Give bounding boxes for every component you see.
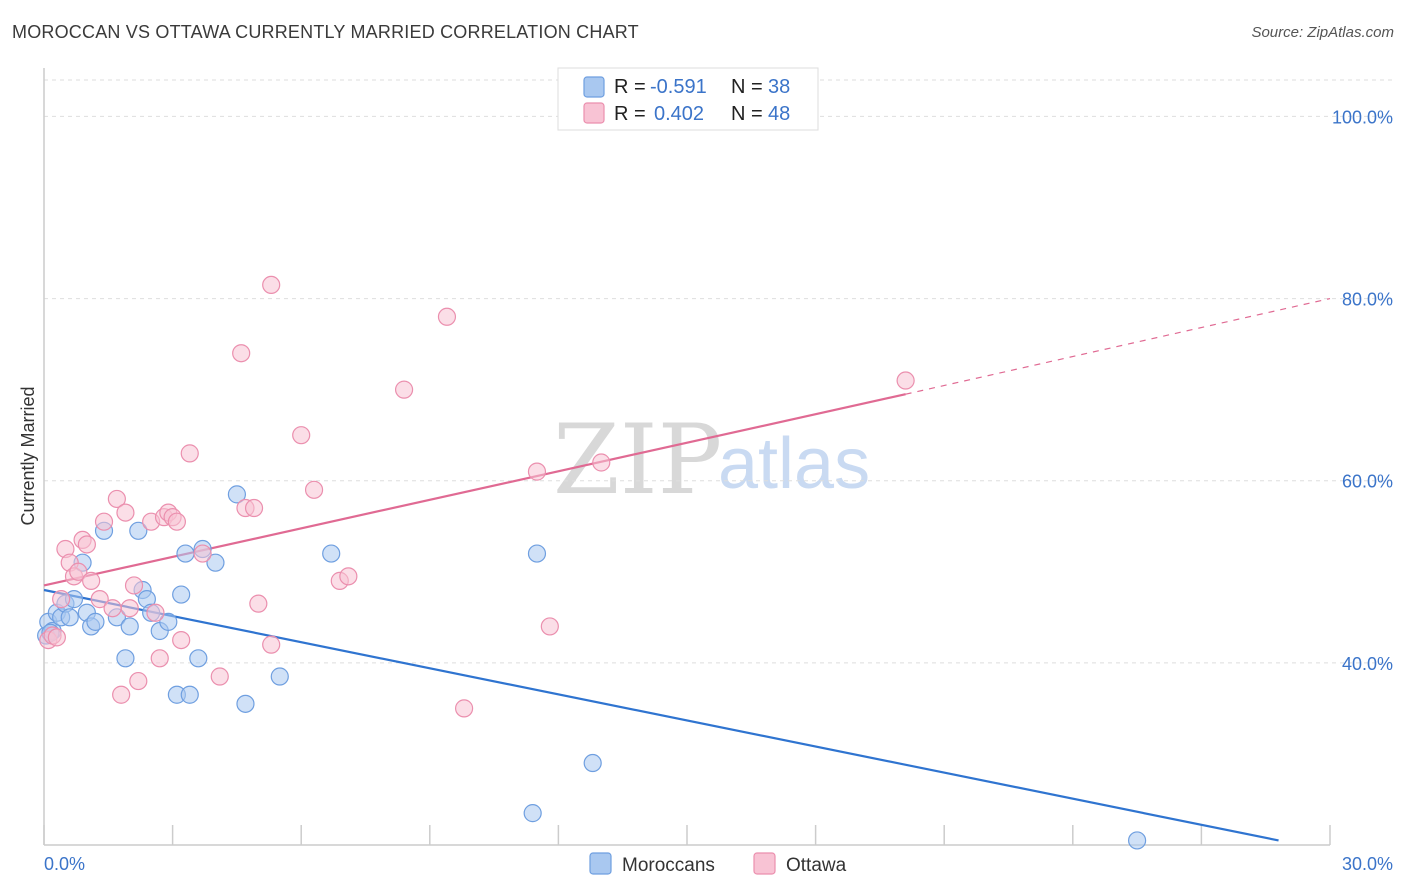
point-moroccans (236, 694, 255, 713)
point-ottawa (592, 453, 611, 472)
point-ottawa (454, 699, 474, 718)
bottom-legend-label-ottawa: Ottawa (786, 855, 847, 876)
point-moroccans (270, 667, 289, 686)
point-ottawa (120, 599, 139, 618)
point-ottawa (210, 667, 229, 686)
y-tick-label: 60.0% (1342, 472, 1393, 492)
y-tick-label: 40.0% (1342, 654, 1393, 674)
bottom-legend: Moroccans Ottawa (589, 852, 847, 876)
point-ottawa (394, 380, 414, 399)
point-ottawa (107, 489, 126, 509)
point-ottawa (527, 462, 547, 481)
legend-n-value-ottawa: 48 (768, 103, 790, 125)
point-ottawa (146, 603, 165, 622)
legend-n-value-moroccans: 38 (768, 76, 790, 98)
point-moroccans (527, 544, 547, 563)
point-moroccans (120, 617, 139, 636)
bottom-legend-label-moroccans: Moroccans (622, 855, 715, 876)
point-moroccans (116, 649, 135, 668)
legend-swatch-moroccans (583, 76, 605, 98)
trend-line-extension-ottawa (905, 297, 1331, 395)
point-ottawa (77, 535, 96, 554)
point-ottawa (167, 512, 186, 531)
y-axis-label: Currently Married (18, 386, 38, 525)
x-tick-label-min: 0.0% (44, 854, 85, 874)
point-moroccans (180, 685, 199, 704)
trend-line-moroccans (43, 588, 1279, 842)
point-ottawa (262, 275, 281, 295)
legend-r-value-moroccans: -0.591 (650, 76, 707, 98)
point-moroccans (176, 544, 195, 563)
trend-lines (43, 297, 1331, 842)
legend-n-label-moroccans: N = (731, 76, 763, 98)
legend-box: R = -0.591 N = 38 R = 0.402 N = 48 (557, 67, 819, 131)
point-moroccans (206, 553, 225, 572)
point-ottawa (129, 671, 148, 691)
point-moroccans (227, 485, 246, 504)
point-ottawa (112, 685, 131, 704)
point-ottawa (103, 599, 122, 618)
bottom-legend-swatch-moroccans (589, 852, 612, 875)
x-tick-label-max: 30.0% (1342, 854, 1393, 874)
point-ottawa (47, 628, 66, 647)
point-ottawa (262, 635, 281, 654)
chart-title: MOROCCAN VS OTTAWA CURRENTLY MARRIED COR… (12, 22, 639, 42)
point-ottawa (94, 512, 114, 531)
y-tick-label: 100.0% (1332, 107, 1393, 127)
legend-n-label-ottawa: N = (731, 103, 763, 125)
bottom-legend-swatch-ottawa (753, 852, 776, 875)
point-moroccans (86, 612, 105, 631)
source-label: Source: ZipAtlas.com (1251, 24, 1394, 41)
legend-r-label-moroccans: R = (614, 76, 646, 98)
axes: 40.0% 60.0% 80.0% 100.0% 0.0% 30.0% (43, 68, 1393, 874)
watermark: ZIP atlas (553, 404, 870, 516)
point-ottawa (232, 344, 251, 363)
point-moroccans (189, 649, 208, 668)
point-ottawa (150, 649, 169, 668)
legend-r-label-ottawa: R = (614, 103, 646, 125)
point-ottawa (896, 371, 915, 390)
watermark-atlas: atlas (718, 424, 870, 504)
watermark-zip: ZIP (553, 404, 722, 516)
point-ottawa (172, 630, 191, 650)
point-ottawa (90, 590, 109, 609)
point-ottawa (180, 444, 199, 463)
point-moroccans (129, 521, 148, 540)
point-ottawa (540, 617, 559, 636)
point-moroccans (1127, 831, 1147, 850)
point-ottawa (244, 498, 264, 518)
data-points (37, 275, 1147, 850)
point-moroccans (172, 585, 191, 604)
y-tick-label: 80.0% (1342, 290, 1393, 310)
point-ottawa (304, 480, 324, 499)
point-ottawa (339, 567, 358, 586)
point-moroccans (583, 753, 602, 773)
point-ottawa (82, 571, 101, 590)
point-moroccans (322, 544, 341, 563)
point-ottawa (52, 590, 71, 609)
point-ottawa (249, 594, 268, 613)
point-ottawa (193, 544, 212, 563)
point-ottawa (116, 503, 135, 522)
legend-swatch-ottawa (583, 102, 605, 124)
point-ottawa (124, 576, 144, 595)
point-ottawa (437, 307, 457, 326)
legend-r-value-ottawa: 0.402 (654, 103, 704, 125)
point-moroccans (159, 612, 178, 631)
point-moroccans (60, 608, 79, 627)
point-ottawa (69, 562, 88, 581)
point-moroccans (523, 804, 542, 823)
grid-lines (44, 79, 1392, 664)
point-ottawa (292, 426, 311, 445)
